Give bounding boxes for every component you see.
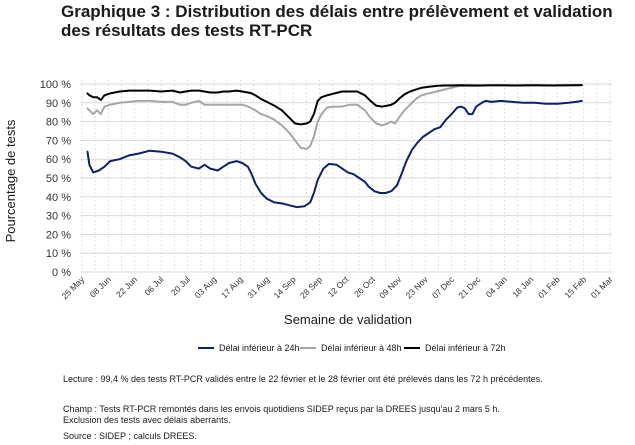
x-tick-label: 23 Nov	[404, 274, 431, 301]
y-tick-label: 50 %	[46, 173, 71, 185]
chart-title-line-1: Graphique 3 : Distribution des délais en…	[61, 2, 613, 21]
x-tick-label: 22 Jun	[114, 274, 139, 299]
x-tick-label: 06 Jul	[142, 274, 165, 297]
x-tick-label: 17 Aug	[219, 274, 245, 300]
x-tick-label: 31 Aug	[245, 274, 271, 300]
y-axis-label: Pourcentage de tests	[3, 119, 18, 242]
x-tick-label: 20 Jul	[169, 274, 192, 297]
x-tick-label: 15 Feb	[562, 274, 588, 300]
x-tick-label: 01 Mar	[589, 274, 615, 300]
note-champ-line-2: Exclusion des tests avec délais aberrant…	[63, 415, 231, 425]
x-tick-label: 12 Oct	[326, 274, 351, 299]
note-champ: Champ : Tests RT-PCR remontés dans les e…	[63, 404, 623, 426]
y-axis-ticks: 0 % 10 % 20 % 30 % 40 % 50 % 60 % 70 % 80 % 90 % 1…	[40, 79, 71, 279]
note-champ-line-1: Champ : Tests RT-PCR remontés dans les e…	[63, 404, 500, 414]
legend-label-72h: Délai inférieur à 72h	[425, 343, 506, 353]
series-line-2	[86, 84, 583, 150]
x-tick-label: 09 Nov	[377, 274, 404, 301]
series-line-3	[86, 84, 583, 126]
x-tick-label: 26 Oct	[352, 274, 377, 299]
y-tick-label: 20 %	[46, 229, 71, 241]
series-lines	[86, 84, 583, 209]
x-tick-label: 21 Dec	[456, 274, 483, 301]
legend-key-72h	[404, 347, 420, 349]
legend-label-48h: Délai inférieur à 48h	[321, 343, 402, 353]
x-tick-label: 14 Sep	[271, 274, 297, 300]
chart-title: Graphique 3 : Distribution des délais en…	[61, 2, 631, 40]
x-axis-ticks: 25 May 08 Jun 22 Jun 06 Jul 20 Jul 03 Aug 17 A…	[60, 274, 615, 301]
y-tick-label: 0 %	[52, 267, 71, 279]
legend-key-24h	[198, 347, 214, 349]
note-source: Source : SIDEP ; calculs DREES.	[63, 431, 623, 442]
y-tick-label: 70 %	[46, 135, 71, 147]
y-tick-label: 90 %	[46, 98, 71, 110]
y-tick-label: 30 %	[46, 211, 71, 223]
x-tick-label: 28 Sep	[298, 274, 324, 300]
x-tick-label: 03 Aug	[193, 274, 219, 300]
x-tick-label: 08 Jun	[88, 274, 113, 299]
legend-key-48h	[300, 347, 316, 349]
chart-title-line-2: des résultats des tests RT-PCR	[61, 21, 313, 40]
y-tick-label: 10 %	[46, 248, 71, 260]
line-chart: 0 % 10 % 20 % 30 % 40 % 50 % 60 % 70 % 80 % 90 % 1…	[3, 79, 615, 327]
legend-label-24h: Délai inférieur à 24h	[219, 343, 300, 353]
y-tick-label: 40 %	[46, 192, 71, 204]
x-tick-label: 07 Dec	[430, 274, 457, 301]
note-lecture-text: Lecture : 99,4 % des tests RT-PCR validé…	[63, 374, 543, 384]
y-tick-label: 60 %	[46, 154, 71, 166]
grid-lines	[80, 80, 612, 273]
x-tick-label: 04 Jan	[484, 274, 509, 299]
x-axis-label: Semaine de validation	[284, 312, 412, 327]
note-lecture: Lecture : 99,4 % des tests RT-PCR validé…	[63, 374, 623, 385]
y-tick-label: 80 %	[46, 117, 71, 129]
note-source-text: Source : SIDEP ; calculs DREES.	[63, 431, 197, 441]
y-tick-label: 100 %	[40, 79, 71, 91]
x-tick-label: 18 Jan	[510, 274, 535, 299]
x-tick-label: 01 Feb	[536, 274, 562, 300]
legend: Délai inférieur à 24h Délai inférieur à …	[0, 340, 635, 356]
series-line-1	[86, 99, 583, 209]
